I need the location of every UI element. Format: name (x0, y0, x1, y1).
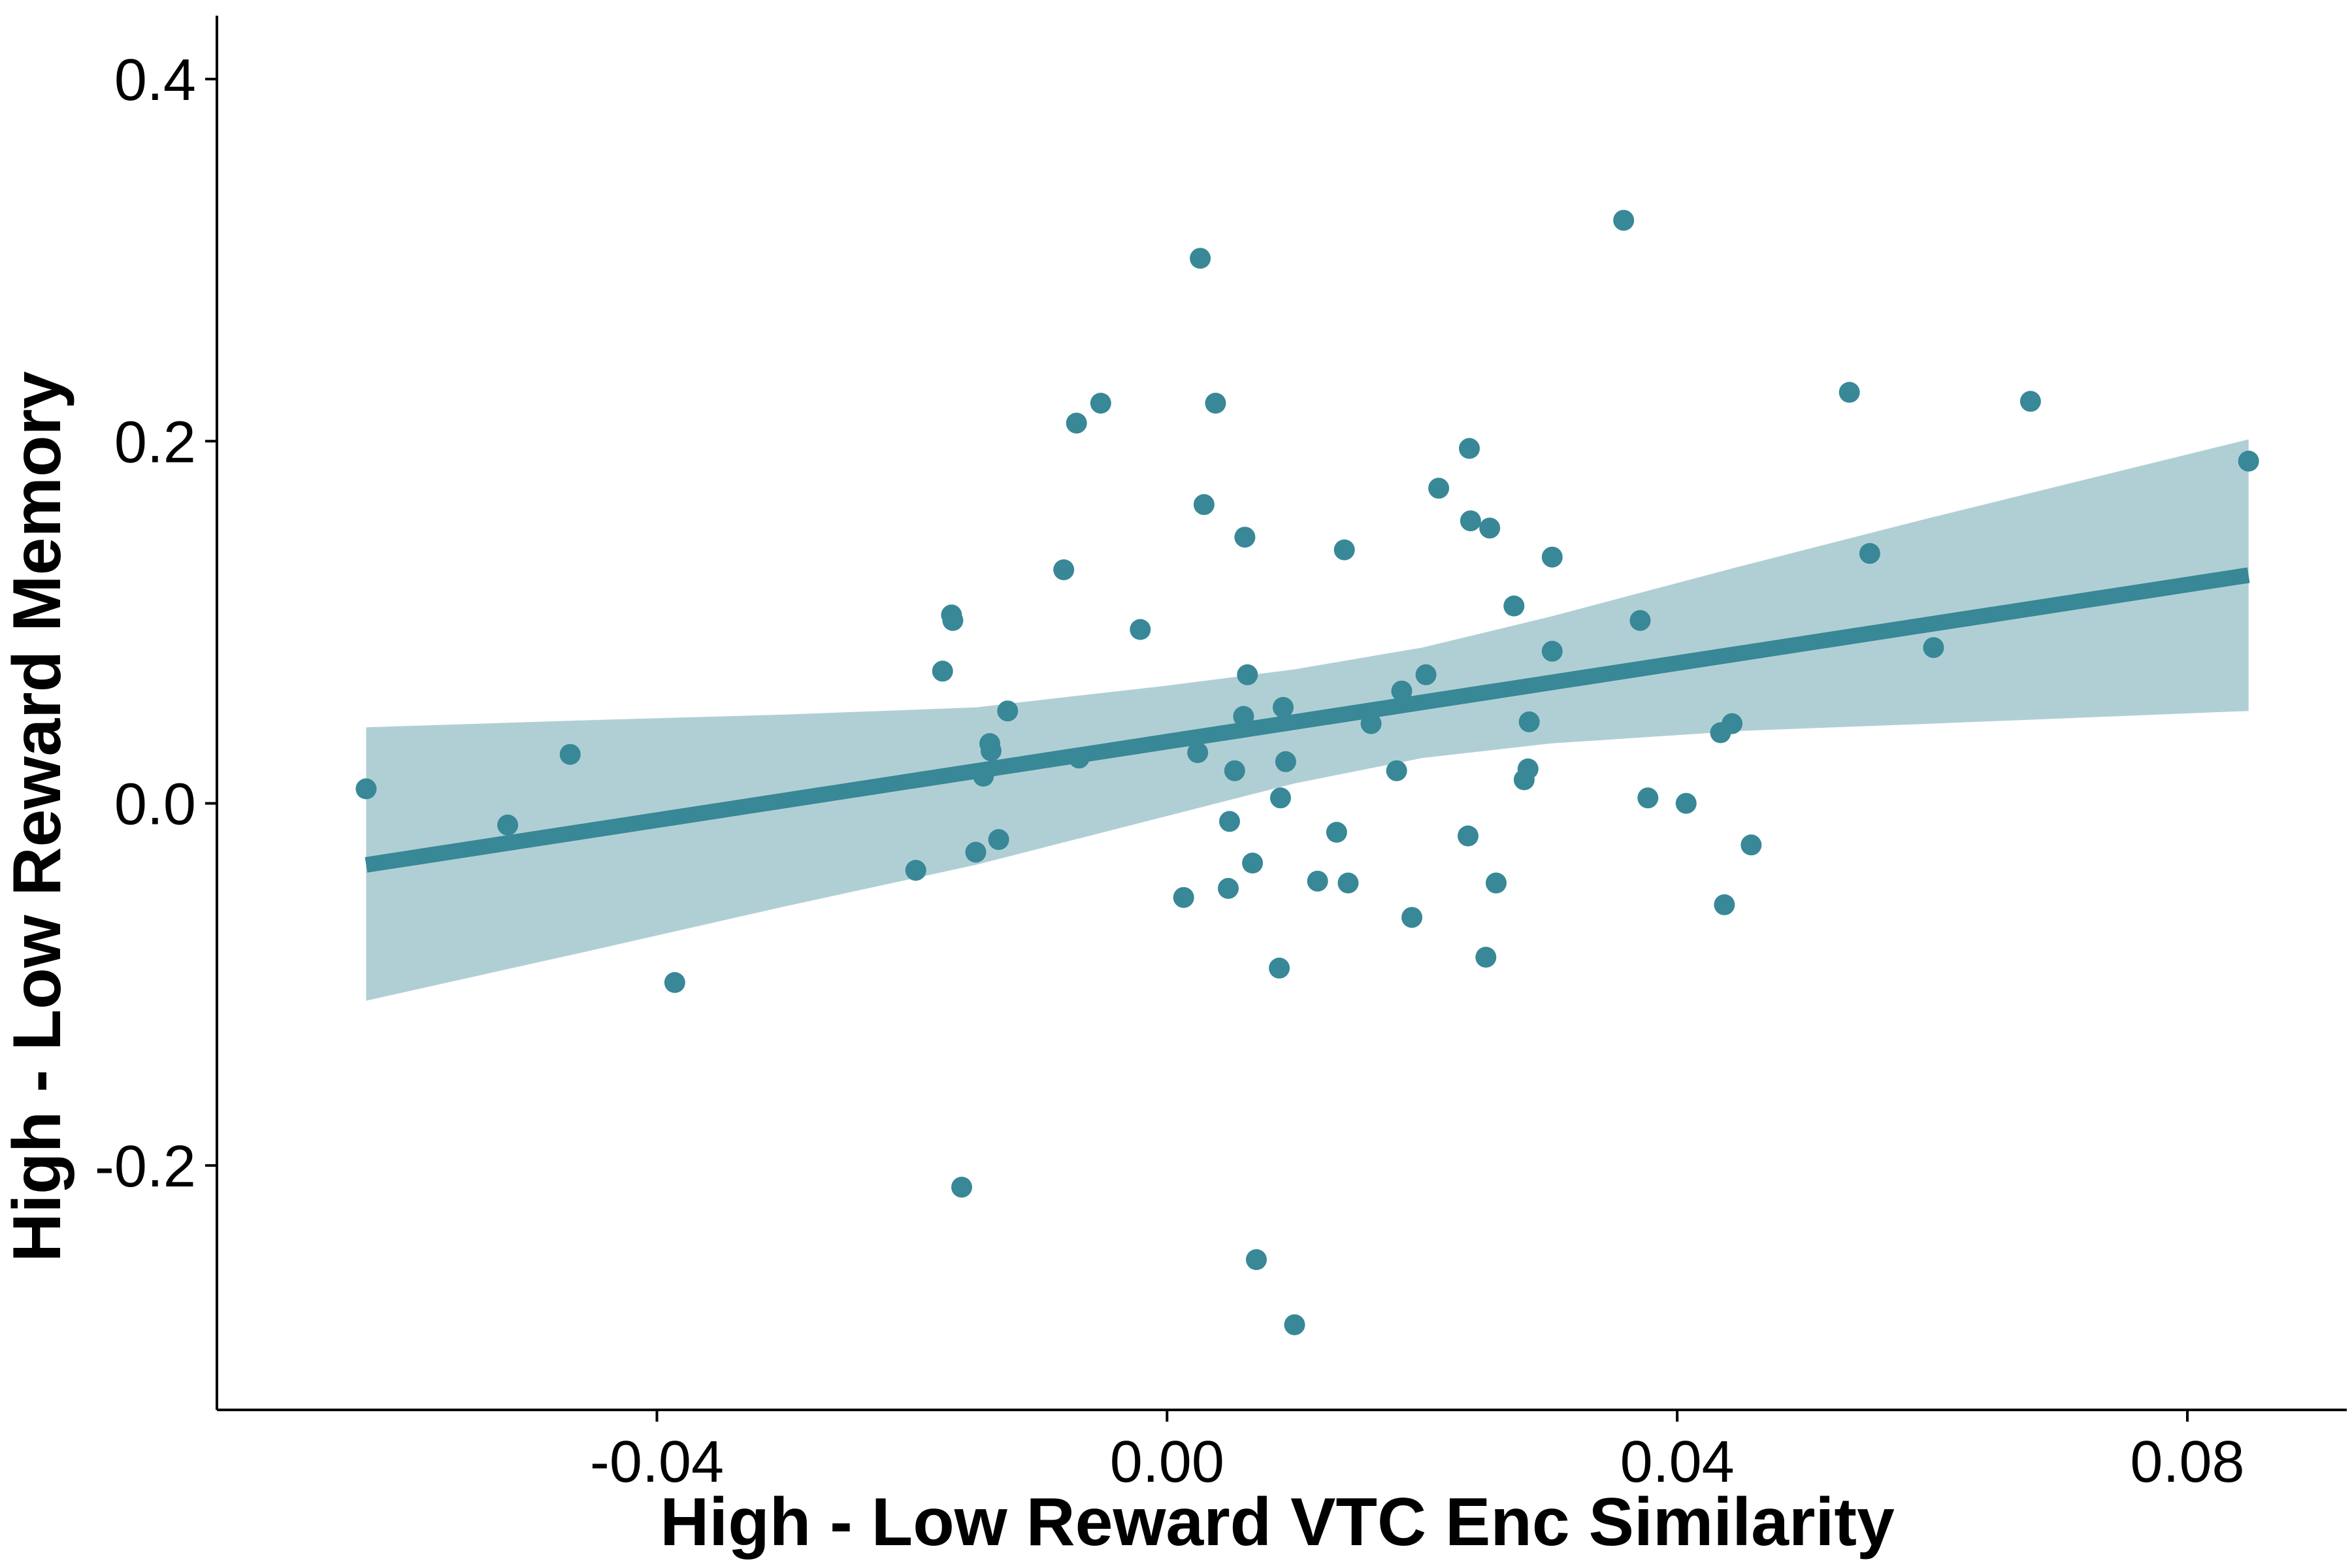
data-point (1859, 543, 1880, 564)
data-point (973, 766, 994, 787)
data-point (1333, 539, 1355, 561)
data-point (905, 860, 926, 881)
data-point (1307, 870, 1328, 892)
data-point (1284, 1314, 1305, 1335)
data-point (1541, 640, 1563, 662)
data-points (355, 210, 2259, 1335)
regression-line (365, 567, 2250, 873)
data-point (1923, 637, 1944, 659)
data-point (1460, 510, 1481, 532)
x-tick-label: 0.04 (1620, 1429, 1735, 1495)
data-point (2238, 450, 2259, 472)
x-tick-label: -0.04 (590, 1429, 724, 1495)
data-point (1517, 758, 1539, 779)
data-point (1386, 760, 1407, 781)
data-point (1269, 957, 1290, 979)
y-tick-label: 0.4 (114, 48, 196, 113)
y-tick-label: 0.0 (114, 772, 196, 838)
data-point (1360, 713, 1382, 734)
data-point (980, 740, 1002, 762)
data-point (1173, 887, 1194, 908)
data-point (1518, 711, 1540, 732)
data-point (1053, 559, 1075, 581)
data-point (1486, 872, 1507, 894)
data-point (1246, 1249, 1267, 1270)
data-point (1233, 706, 1254, 727)
x-tick-label: 0.08 (2130, 1429, 2244, 1495)
data-point (2019, 391, 2041, 412)
y-axis-title: High - Low Reward Memory (0, 371, 75, 1262)
data-point (942, 610, 964, 631)
data-point (559, 743, 581, 765)
data-point (1190, 248, 1211, 269)
data-point (1273, 696, 1294, 718)
data-point (932, 661, 953, 682)
data-point (1458, 825, 1478, 847)
data-point (1187, 742, 1209, 763)
data-point (1337, 872, 1359, 894)
data-point (965, 841, 987, 863)
data-point (1613, 210, 1635, 231)
data-point (1066, 412, 1087, 434)
data-point (497, 814, 519, 836)
data-point (1838, 382, 1860, 403)
data-point (1130, 619, 1151, 640)
data-point (997, 700, 1019, 722)
data-point (1541, 546, 1563, 568)
data-point (1401, 907, 1423, 928)
data-point (1391, 680, 1413, 702)
data-point (1326, 821, 1347, 843)
y-tick-label: 0.2 (114, 410, 196, 475)
data-point (1459, 438, 1480, 459)
y-axis-ticks: -0.2 0.0 0.2 0.4 (95, 48, 217, 1200)
data-point (1090, 393, 1111, 414)
data-point (1722, 713, 1743, 734)
data-point (988, 829, 1009, 850)
x-axis-title: High - Low Reward VTC Enc Similarity (660, 1484, 1895, 1560)
data-point (1740, 834, 1762, 856)
data-point (1629, 610, 1651, 631)
data-point (1479, 517, 1501, 539)
fit-line-layer (365, 567, 2250, 873)
data-point (1637, 787, 1659, 809)
data-point (1224, 760, 1245, 781)
data-point (1415, 664, 1437, 685)
data-point (1270, 787, 1291, 809)
data-point (1675, 792, 1697, 814)
data-point (1234, 527, 1256, 548)
data-point (1242, 853, 1264, 874)
data-point (355, 778, 377, 800)
data-point (1237, 664, 1258, 685)
data-point (1193, 494, 1215, 515)
data-point (1205, 393, 1226, 414)
data-point (1503, 595, 1525, 617)
y-tick-label: -0.2 (95, 1134, 196, 1200)
data-point (1068, 747, 1090, 769)
data-point (1218, 877, 1239, 899)
x-tick-label: 0.00 (1110, 1429, 1224, 1495)
data-point (1475, 947, 1497, 968)
data-point (664, 972, 685, 993)
data-point (1714, 894, 1735, 915)
data-point (1219, 811, 1240, 832)
x-axis-ticks: -0.04 0.00 0.04 0.08 (590, 1410, 2245, 1495)
data-point (1428, 478, 1450, 499)
data-point (1275, 751, 1296, 772)
data-point (951, 1177, 972, 1198)
